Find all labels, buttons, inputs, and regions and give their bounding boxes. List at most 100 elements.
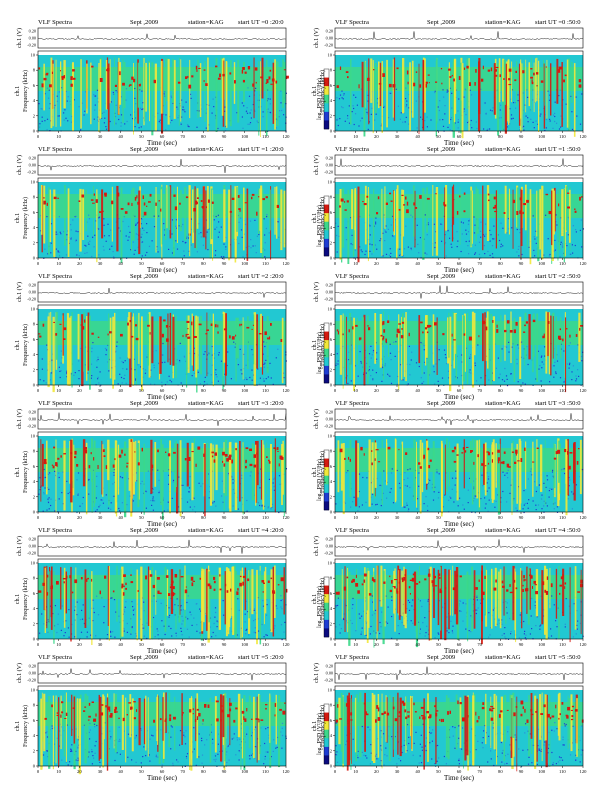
sferic-streak	[148, 567, 149, 627]
amp-tick-label: 0.20	[326, 537, 333, 542]
hot-spot	[104, 455, 106, 457]
hot-spot	[343, 334, 344, 336]
noise-speck	[373, 351, 374, 352]
sferic-streak	[558, 190, 559, 261]
noise-speck	[381, 505, 382, 506]
noise-speck	[141, 109, 142, 110]
hot-spot	[504, 330, 507, 332]
noise-speck	[152, 500, 153, 501]
hot-spot	[50, 586, 53, 588]
noise-speck	[346, 239, 347, 240]
hot-spot	[185, 76, 187, 79]
hot-spot	[465, 450, 467, 452]
noise-speck	[411, 359, 412, 360]
noise-speck	[172, 252, 173, 253]
noise-speck	[493, 238, 494, 239]
noise-speck	[97, 90, 98, 91]
sferic-streak	[282, 441, 284, 495]
noise-speck	[424, 372, 425, 373]
emission-band	[335, 194, 583, 218]
sferic-streak	[85, 569, 87, 628]
noise-speck	[576, 116, 577, 117]
hot-spot	[165, 452, 166, 453]
noise-speck	[255, 727, 256, 728]
noise-speck	[451, 247, 452, 248]
noise-speck	[510, 373, 511, 374]
noise-speck	[97, 357, 98, 358]
noise-speck	[250, 239, 251, 240]
x-tick-label: 70	[180, 134, 185, 139]
noise-speck	[569, 368, 570, 369]
hot-spot	[168, 453, 170, 456]
hot-spot	[266, 83, 268, 84]
noise-speck	[560, 377, 561, 378]
noise-speck	[554, 604, 555, 605]
hot-spot	[217, 331, 218, 333]
hot-spot	[504, 452, 506, 454]
hot-spot	[504, 212, 506, 214]
hot-spot	[222, 74, 224, 77]
panel-header-left: VLF Spectra	[38, 654, 72, 661]
hot-spot	[74, 451, 76, 455]
sferic-streak	[284, 191, 286, 248]
hot-spot	[375, 458, 376, 461]
noise-speck	[99, 505, 100, 506]
panel-header-date: Sept ,2009	[427, 146, 456, 153]
noise-speck	[470, 354, 471, 355]
hot-spot	[243, 576, 245, 578]
sferic-streak	[107, 440, 109, 480]
noise-speck	[115, 612, 116, 613]
sferic-streak	[481, 571, 483, 645]
hot-spot	[235, 335, 236, 337]
noise-speck	[269, 232, 270, 233]
panel-header-left: VLF Spectra	[335, 527, 369, 534]
hot-spot	[281, 339, 283, 342]
noise-speck	[264, 256, 265, 257]
hot-spot	[522, 70, 524, 73]
hot-spot	[39, 67, 41, 69]
hot-spot	[86, 579, 87, 582]
noise-speck	[427, 234, 428, 235]
channel-label: ch.1	[14, 213, 21, 223]
noise-speck	[383, 255, 384, 256]
x-tick-label: 50	[436, 261, 441, 266]
noise-speck	[412, 216, 413, 217]
noise-speck	[240, 218, 241, 219]
sferic-streak	[561, 62, 563, 127]
sferic-streak	[284, 444, 285, 517]
noise-speck	[391, 224, 392, 225]
noise-speck	[489, 487, 490, 488]
y-tick-label: 0	[330, 129, 333, 134]
hot-spot	[563, 80, 565, 83]
noise-speck	[65, 632, 66, 633]
noise-speck	[91, 375, 92, 376]
noise-speck	[41, 613, 42, 614]
hot-spot	[347, 200, 349, 202]
noise-speck	[372, 370, 373, 371]
x-tick-label: 30	[395, 642, 400, 647]
noise-speck	[438, 632, 439, 633]
noise-speck	[581, 246, 582, 247]
noise-speck	[494, 238, 495, 239]
y-tick-label: 0	[33, 383, 36, 388]
noise-speck	[365, 502, 366, 503]
sferic-streak	[235, 190, 237, 263]
sferic-streak	[89, 316, 91, 390]
hot-spot	[187, 328, 188, 329]
panel-header-start: start UT =5 :20:0	[238, 654, 284, 661]
hot-spot	[483, 592, 485, 595]
noise-speck	[281, 608, 282, 609]
noise-speck	[214, 229, 215, 230]
noise-speck	[576, 97, 577, 98]
noise-speck	[390, 492, 391, 493]
hot-spot	[52, 465, 53, 466]
hot-spot	[172, 593, 175, 594]
noise-speck	[54, 471, 55, 472]
hot-spot	[355, 325, 358, 327]
noise-speck	[346, 620, 347, 621]
sferic-streak	[489, 312, 490, 371]
noise-speck	[204, 381, 205, 382]
hot-spot	[225, 584, 226, 587]
hot-spot	[238, 208, 240, 210]
